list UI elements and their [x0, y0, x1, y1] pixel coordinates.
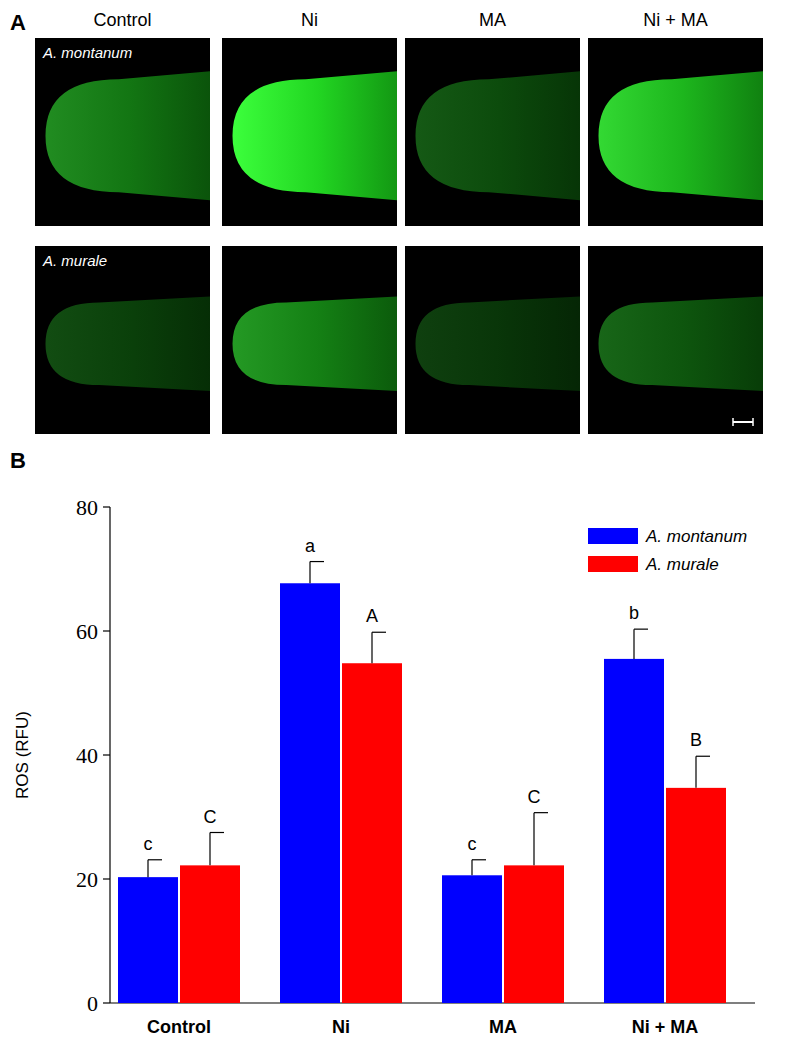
micrograph	[222, 38, 402, 226]
error-cap	[372, 632, 386, 633]
root-tip	[599, 296, 764, 391]
bar	[604, 659, 664, 1003]
root-tip	[46, 71, 211, 201]
significance-letter: a	[305, 536, 316, 556]
significance-letter: c	[144, 834, 153, 854]
significance-letter: B	[690, 730, 702, 750]
error-cap	[148, 859, 162, 860]
error-bar	[696, 756, 710, 788]
figure: A Control Ni MA Ni + MA A. montanum A. murale B…	[0, 0, 798, 1050]
x-tick-label: Ni + MA	[632, 1017, 699, 1037]
error-bar	[534, 813, 548, 866]
x-tick-label: Ni	[332, 1017, 350, 1037]
legend-swatch	[588, 528, 638, 544]
column-label: MA	[479, 10, 506, 30]
bars	[118, 562, 726, 1003]
root-tip	[416, 71, 581, 201]
panel-label: A	[10, 10, 26, 35]
y-tick-label: 20	[76, 867, 98, 892]
y-tick	[103, 878, 110, 879]
micrograph	[405, 38, 585, 226]
y-tick	[103, 754, 110, 755]
micrograph	[35, 246, 215, 434]
significance-letter: c	[468, 834, 477, 854]
x-tick-label: MA	[489, 1017, 517, 1037]
root-tip	[46, 296, 211, 391]
error-bar	[372, 632, 386, 663]
micrograph	[588, 246, 768, 434]
significance-letter: C	[528, 787, 541, 807]
error-stem	[147, 860, 148, 877]
legend-label: A. montanum	[645, 527, 747, 546]
panel-label: B	[10, 448, 26, 473]
error-stem	[371, 632, 372, 663]
error-cap	[472, 859, 486, 860]
y-tick	[103, 506, 110, 507]
error-stem	[209, 833, 210, 866]
error-stem	[309, 562, 310, 584]
bar	[342, 663, 402, 1003]
root-tip	[599, 71, 764, 201]
column-label: Ni	[301, 10, 318, 30]
error-stem	[471, 860, 472, 876]
column-label: Control	[93, 10, 151, 30]
y-tick	[103, 630, 110, 631]
root-tip	[233, 71, 398, 201]
bar	[118, 877, 178, 1003]
scale-bar	[732, 418, 734, 426]
row-label: A. murale	[42, 252, 107, 269]
error-stem	[633, 629, 634, 659]
bar	[180, 865, 240, 1003]
error-cap	[534, 812, 548, 813]
error-stem	[533, 813, 534, 866]
error-stem	[695, 756, 696, 788]
micrograph	[405, 246, 585, 434]
bar	[442, 875, 502, 1003]
micrograph	[588, 38, 768, 226]
error-bar	[210, 833, 224, 866]
x-tick-label: Control	[147, 1017, 211, 1037]
column-label: Ni + MA	[643, 10, 708, 30]
significance-letter: A	[366, 606, 378, 626]
error-cap	[696, 756, 710, 757]
error-bar	[310, 562, 324, 584]
row-label: A. montanum	[42, 44, 132, 61]
micrograph	[222, 246, 402, 434]
y-tick-label: 60	[76, 619, 98, 644]
y-tick	[103, 1002, 110, 1003]
y-tick-label: 80	[76, 495, 98, 520]
significance-letter: b	[629, 603, 639, 623]
legend-swatch	[588, 556, 638, 572]
figure-svg: A Control Ni MA Ni + MA A. montanum A. murale B…	[0, 0, 798, 1050]
bar	[504, 865, 564, 1003]
y-tick-label: 0	[87, 991, 98, 1016]
error-bar	[634, 629, 648, 659]
bar	[280, 583, 340, 1003]
legend-label: A. murale	[645, 555, 719, 574]
significance-letter: C	[204, 807, 217, 827]
scale-bar	[752, 418, 754, 426]
root-tip	[233, 296, 398, 391]
error-cap	[634, 629, 648, 630]
error-cap	[210, 832, 224, 833]
error-bar	[148, 860, 162, 877]
scale-bar	[733, 421, 753, 423]
y-tick-label: 40	[76, 743, 98, 768]
error-bar	[472, 860, 486, 876]
micrograph	[35, 38, 215, 226]
bar	[666, 788, 726, 1003]
error-cap	[310, 561, 324, 562]
y-axis-label: ROS (RFU)	[13, 711, 32, 799]
root-tip	[416, 296, 581, 391]
